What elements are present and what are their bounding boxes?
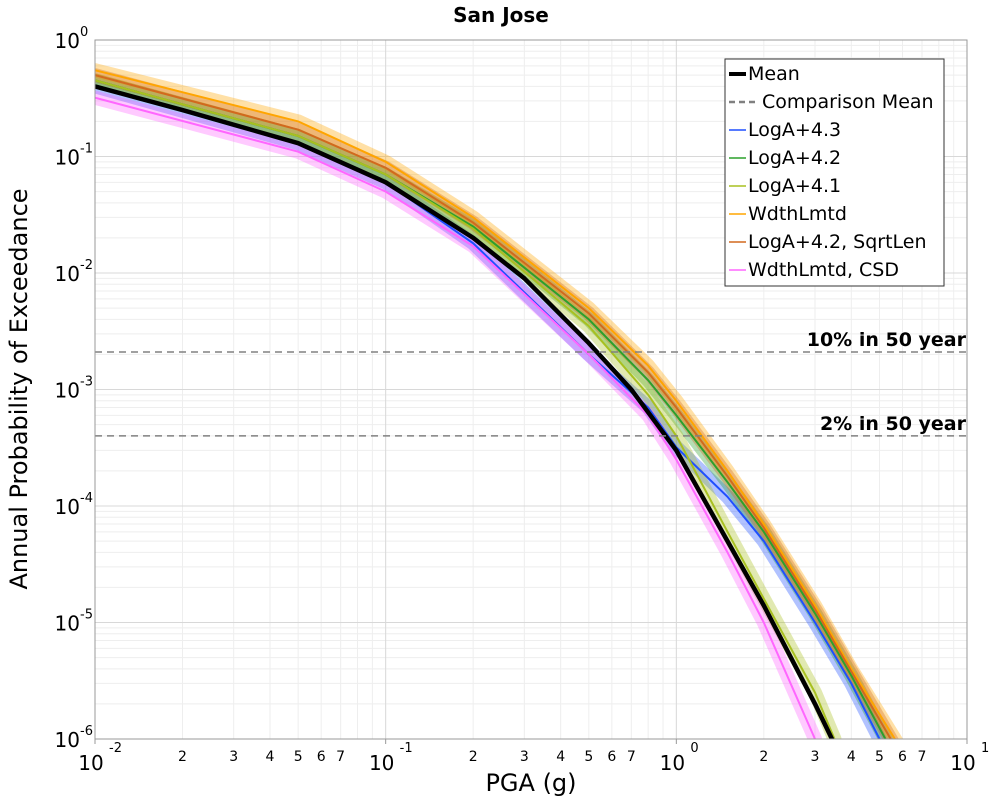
x-axis-label: PGA (g)	[485, 769, 576, 797]
legend-label-wdthlmtd: WdthLmtd	[748, 203, 847, 225]
x-minor-tick-label: 2	[759, 749, 768, 765]
legend-label-loga-4-2: LogA+4.2	[748, 147, 841, 169]
x-tick-exponent: 1	[981, 741, 989, 756]
y-tick-exponent: 0	[80, 25, 88, 40]
legend-label-loga-4-2-sqrtlen: LogA+4.2, SqrtLen	[748, 231, 927, 253]
reference-line-label: 10% in 50 year	[807, 329, 967, 351]
reference-line-label: 2% in 50 year	[820, 413, 967, 435]
series-line-wdthlmtd	[95, 69, 897, 739]
y-tick-exponent: -3	[80, 375, 93, 390]
x-minor-tick-label: 4	[266, 749, 275, 765]
x-minor-tick-label: 5	[584, 749, 593, 765]
y-tick-label: 10	[55, 612, 80, 636]
series-line-mean	[95, 84, 835, 739]
reference-lines: 10% in 50 year 2% in 50 year	[95, 329, 967, 437]
x-minor-tick-label: 6	[898, 749, 907, 765]
x-tick-label: 10	[660, 751, 685, 775]
legend-label-wdthlmtd-csd: WdthLmtd, CSD	[748, 259, 899, 281]
x-minor-tick-label: 4	[556, 749, 565, 765]
x-tick-exponent: -2	[109, 741, 122, 756]
x-minor-tick-label: 5	[875, 749, 884, 765]
legend-label-comparison-mean: Comparison Mean	[762, 91, 934, 113]
x-tick-exponent: -1	[400, 741, 413, 756]
series-line-loga-4-1	[95, 79, 836, 739]
legend-box	[724, 58, 945, 287]
x-tick-label: 10	[369, 751, 394, 775]
legend-label-loga-4-3: LogA+4.3	[748, 119, 841, 141]
x-minor-tick-label: 3	[229, 749, 238, 765]
series-lines	[95, 69, 897, 739]
legend-label-loga-4-1: LogA+4.1	[748, 175, 841, 197]
x-minor-tick-label: 7	[627, 749, 636, 765]
y-tick-exponent: -1	[80, 142, 93, 157]
series-line-loga-4-2-sqrtlen	[95, 74, 892, 739]
y-tick-exponent: -5	[80, 608, 93, 623]
x-minor-tick-label: 6	[317, 749, 326, 765]
series-line-wdthlmtd-csd	[95, 96, 816, 739]
legend: Mean Comparison Mean LogA+4.3 LogA+4.2 LogA+…	[724, 58, 945, 287]
y-axis-label: Annual Probability of Exceedance	[5, 188, 33, 589]
y-tick-exponent: -2	[80, 258, 93, 273]
x-minor-tick-label: 2	[178, 749, 187, 765]
x-minor-tick-label: 7	[918, 749, 927, 765]
y-tick-label: 10	[55, 379, 80, 403]
x-minor-tick-label: 3	[811, 749, 820, 765]
x-minor-tick-label: 4	[847, 749, 856, 765]
x-tick-label: 10	[78, 751, 103, 775]
legend-label-mean: Mean	[748, 63, 800, 85]
y-tick-label: 10	[55, 495, 80, 519]
x-minor-tick-label: 5	[294, 749, 303, 765]
y-tick-label: 10	[55, 146, 80, 170]
y-tick-label: 10	[55, 29, 80, 53]
x-minor-tick-label: 6	[607, 749, 616, 765]
y-tick-label: 10	[55, 728, 80, 752]
plot-area-border	[94, 39, 968, 740]
x-minor-tick-label: 2	[469, 749, 478, 765]
x-minor-tick-label: 3	[520, 749, 529, 765]
y-tick-exponent: -4	[80, 491, 93, 506]
x-tick-exponent: 0	[690, 741, 698, 756]
y-tick-exponent: -6	[80, 724, 93, 739]
y-tick-label: 10	[55, 262, 80, 286]
x-minor-tick-label: 7	[336, 749, 345, 765]
chart-title: San Jose	[453, 3, 549, 27]
x-tick-label: 10	[950, 751, 975, 775]
